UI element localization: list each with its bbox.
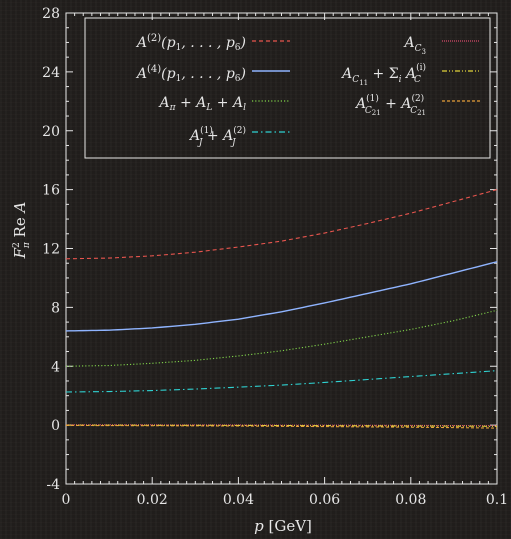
x-tick-label: 0.08 bbox=[395, 492, 426, 508]
x-axis-title: p [GeV] bbox=[254, 517, 312, 535]
svg-text:F2π Re A: F2π Re A bbox=[11, 202, 32, 260]
plot-border bbox=[65, 12, 498, 485]
x-tick-label: 0.06 bbox=[309, 492, 340, 508]
x-tick-label: 0.1 bbox=[486, 492, 508, 508]
legend-label-series-6: AC11 + Σi A(i) C bbox=[340, 62, 426, 87]
legend: A(2)(p1, . . . , p6) A(4)(p1, . . . , p6… bbox=[84, 17, 491, 159]
y-tick-label: 8 bbox=[51, 300, 60, 316]
legend-frame bbox=[84, 17, 491, 159]
series-line-3 bbox=[65, 309, 498, 367]
legend-label-series-5: AC3 bbox=[403, 35, 426, 56]
legend-samples bbox=[252, 40, 480, 133]
legend-label-series-7: A(1) C21 + A(2) C21 bbox=[354, 93, 426, 117]
y-tick-label: 28 bbox=[42, 6, 60, 22]
series-line-6 bbox=[66, 424, 498, 427]
y-tick-label: 20 bbox=[42, 124, 60, 140]
series-lines bbox=[65, 189, 498, 429]
series-line-2 bbox=[65, 261, 498, 332]
y-tick-label: 16 bbox=[42, 183, 60, 199]
y-tick-label: -4 bbox=[46, 477, 60, 493]
y-tick-label: 12 bbox=[42, 242, 60, 258]
y-tick-labels: -4 0 4 8 12 16 20 24 28 bbox=[42, 6, 60, 493]
y-tick-label: 24 bbox=[42, 65, 60, 81]
axis-ticks bbox=[65, 12, 498, 485]
x-tick-labels: 0 0.02 0.04 0.06 0.08 0.1 bbox=[62, 492, 509, 508]
y-tick-label: 4 bbox=[51, 359, 60, 375]
series-line-1 bbox=[65, 189, 498, 260]
x-tick-label: 0.04 bbox=[223, 492, 254, 508]
y-tick-label: 0 bbox=[51, 418, 60, 434]
x-tick-label: 0.02 bbox=[137, 492, 168, 508]
series-line-7 bbox=[65, 424, 498, 429]
legend-label-series-3: Aπ + AL + Al bbox=[158, 95, 247, 113]
legend-label-series-1: A(2)(p1, . . . , p6) bbox=[135, 33, 246, 53]
legend-label-series-2: A(4)(p1, . . . , p6) bbox=[135, 64, 246, 84]
x-tick-label: 0 bbox=[62, 492, 71, 508]
legend-label-series-4: A(1) J + A(2) J bbox=[188, 125, 246, 148]
series-line-4 bbox=[65, 370, 498, 393]
plot-frame bbox=[65, 12, 498, 485]
y-axis-title: F2π Re A bbox=[11, 202, 32, 260]
